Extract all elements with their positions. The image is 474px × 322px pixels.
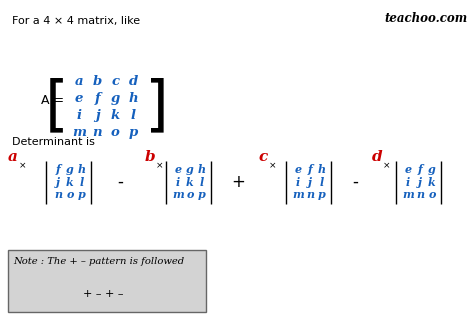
Text: d: d	[372, 150, 383, 164]
Text: i: i	[296, 176, 300, 187]
Text: n: n	[306, 190, 314, 201]
Text: Note : The + – pattern is followed: Note : The + – pattern is followed	[13, 257, 184, 266]
Text: p: p	[318, 190, 326, 201]
Text: g: g	[186, 164, 194, 175]
Text: o: o	[66, 190, 73, 201]
Text: ]: ]	[145, 78, 169, 137]
Text: Determinant is: Determinant is	[12, 137, 95, 147]
Text: A =: A =	[41, 93, 68, 107]
Text: h: h	[318, 164, 326, 175]
Text: p: p	[78, 190, 86, 201]
Text: +: +	[231, 173, 245, 191]
Text: h: h	[128, 92, 138, 105]
Text: l: l	[131, 109, 136, 122]
Text: i: i	[176, 176, 180, 187]
Text: f: f	[55, 164, 60, 175]
Text: f: f	[94, 92, 100, 105]
Text: k: k	[428, 176, 436, 187]
Text: g: g	[428, 164, 436, 175]
Text: h: h	[198, 164, 206, 175]
Text: [: [	[45, 78, 69, 137]
Text: g: g	[66, 164, 74, 175]
Text: e: e	[294, 164, 301, 175]
Text: e: e	[75, 92, 83, 105]
Text: o: o	[186, 190, 194, 201]
Text: + – + –: + – + –	[83, 289, 124, 299]
Text: j: j	[95, 109, 100, 122]
Text: g: g	[110, 92, 120, 105]
Text: j: j	[418, 176, 422, 187]
Text: a: a	[75, 75, 83, 88]
Text: b: b	[145, 150, 155, 164]
Text: For a 4 × 4 matrix, like: For a 4 × 4 matrix, like	[12, 16, 140, 26]
Text: f: f	[308, 164, 312, 175]
Text: e: e	[404, 164, 411, 175]
Text: c: c	[258, 150, 267, 164]
Text: o: o	[111, 126, 119, 139]
Text: p: p	[198, 190, 206, 201]
Text: j: j	[308, 176, 312, 187]
Text: i: i	[77, 109, 82, 122]
FancyBboxPatch shape	[8, 250, 206, 312]
Text: m: m	[402, 190, 414, 201]
Text: n: n	[416, 190, 424, 201]
Text: l: l	[200, 176, 204, 187]
Text: o: o	[428, 190, 436, 201]
Text: m: m	[292, 190, 304, 201]
Text: k: k	[186, 176, 194, 187]
Text: c: c	[111, 75, 119, 88]
Text: m: m	[172, 190, 184, 201]
Text: ×: ×	[383, 161, 391, 170]
Text: d: d	[128, 75, 138, 88]
Text: k: k	[66, 176, 74, 187]
Text: m: m	[72, 126, 86, 139]
Text: f: f	[418, 164, 422, 175]
Text: ×: ×	[156, 161, 164, 170]
Text: p: p	[128, 126, 138, 139]
Text: n: n	[92, 126, 102, 139]
Text: ×: ×	[269, 161, 276, 170]
Text: teachoo.com: teachoo.com	[385, 12, 468, 25]
Text: b: b	[92, 75, 102, 88]
Text: a: a	[8, 150, 18, 164]
Text: n: n	[54, 190, 62, 201]
Text: l: l	[80, 176, 84, 187]
Text: k: k	[110, 109, 120, 122]
Text: j: j	[56, 176, 60, 187]
Text: l: l	[320, 176, 324, 187]
Text: -: -	[352, 173, 358, 191]
Text: -: -	[117, 173, 123, 191]
Text: h: h	[78, 164, 86, 175]
Text: i: i	[406, 176, 410, 187]
Text: e: e	[174, 164, 182, 175]
Text: ×: ×	[19, 161, 27, 170]
